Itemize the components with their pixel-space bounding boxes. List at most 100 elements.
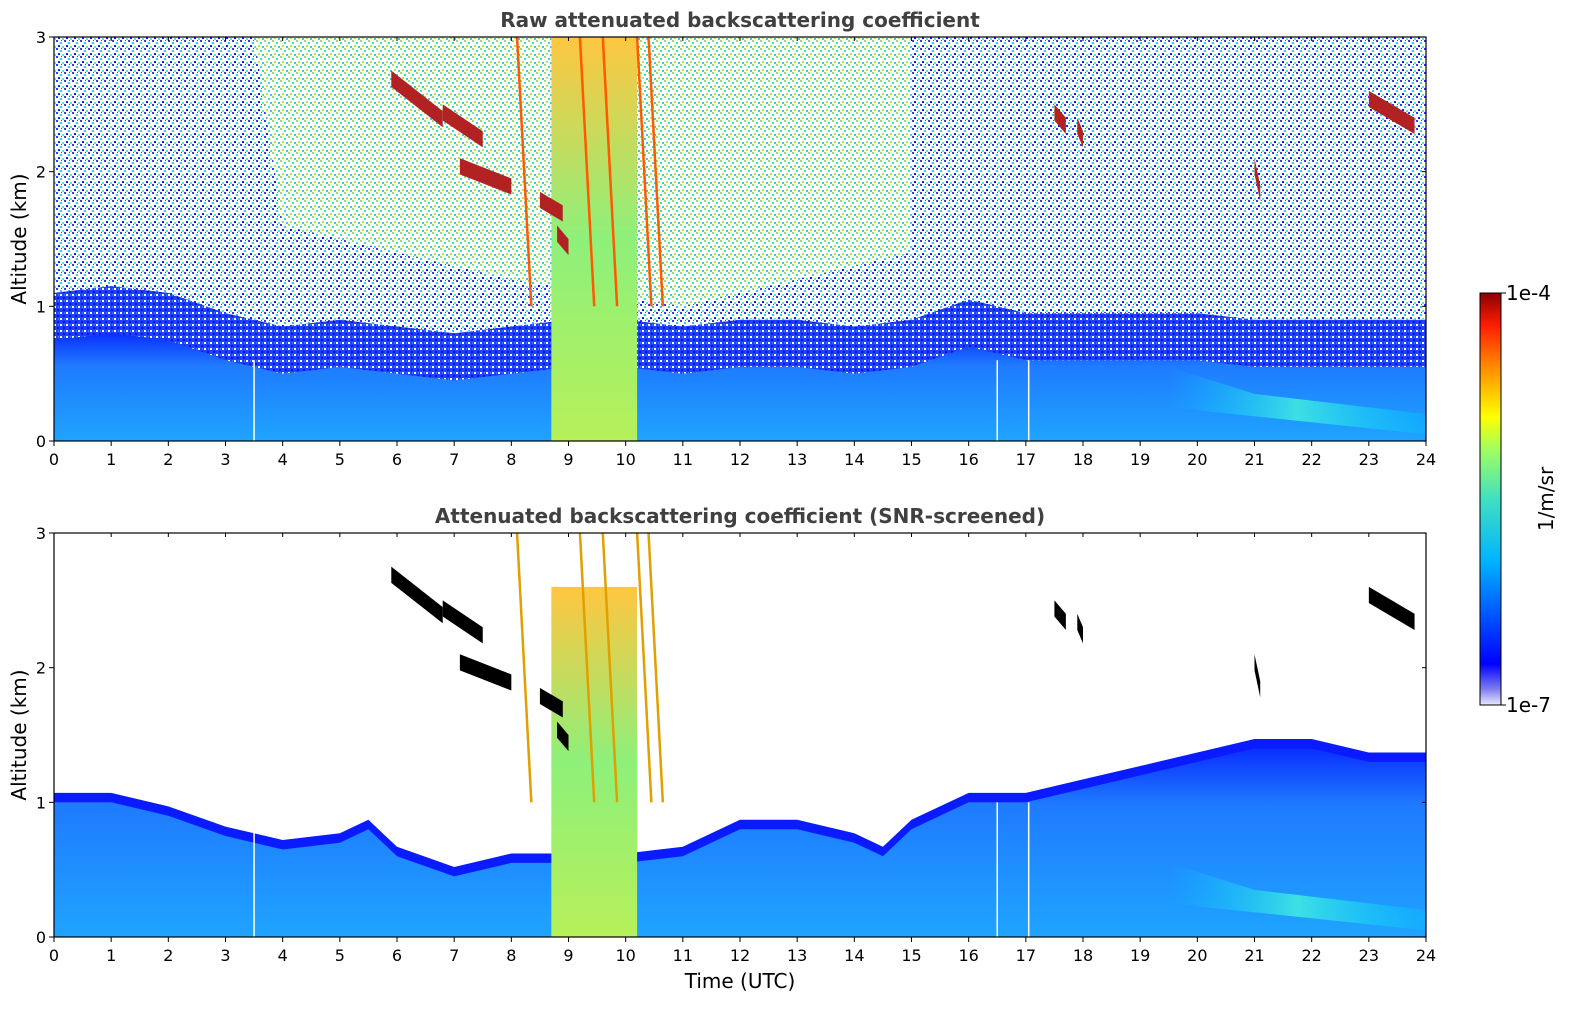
panel-title-screened: Attenuated backscattering coefficient (S… xyxy=(435,504,1045,528)
x-tick-label: 19 xyxy=(1130,450,1150,469)
x-tick-label: 18 xyxy=(1073,450,1093,469)
boundary-layer xyxy=(54,748,1426,937)
cloud-patch xyxy=(391,566,443,624)
x-tick-label: 9 xyxy=(563,946,573,965)
cloud-patch xyxy=(391,70,443,128)
panel-raw: Raw attenuated backscattering coefficien… xyxy=(7,8,1436,469)
x-tick-label: 23 xyxy=(1359,450,1379,469)
x-tick-label: 9 xyxy=(563,450,573,469)
cloud-patch xyxy=(1254,654,1261,698)
x-tick-label: 10 xyxy=(615,450,635,469)
cloud-features xyxy=(391,37,1415,307)
x-tick-label: 0 xyxy=(49,946,59,965)
virga-streak xyxy=(578,37,596,307)
x-tick-label: 20 xyxy=(1187,946,1207,965)
cloud-patch xyxy=(557,721,569,752)
colorbar-unit-label: 1/m/sr xyxy=(1534,466,1558,531)
x-tick-label: 4 xyxy=(278,450,288,469)
x-tick-label: 6 xyxy=(392,946,402,965)
cloud-patch xyxy=(1077,117,1083,148)
virga-streak xyxy=(647,533,665,803)
y-tick-label: 0 xyxy=(36,432,46,451)
x-tick-label: 17 xyxy=(1016,946,1036,965)
cloud-patch xyxy=(1054,104,1066,134)
x-tick-label: 24 xyxy=(1416,946,1436,965)
x-tick-label: 6 xyxy=(392,450,402,469)
x-tick-label: 5 xyxy=(335,450,345,469)
cloud-patch xyxy=(539,687,563,718)
cloud-patch xyxy=(442,104,483,148)
x-tick-label: 23 xyxy=(1359,946,1379,965)
aerosol-plume xyxy=(1168,862,1426,931)
cloud-patch xyxy=(1077,613,1083,644)
virga-streak xyxy=(601,533,619,803)
x-tick-label: 11 xyxy=(673,946,693,965)
x-tick-label: 22 xyxy=(1301,450,1321,469)
x-tick-label: 18 xyxy=(1073,946,1093,965)
y-axis-label: Altitude (km) xyxy=(7,173,31,304)
virga-streak xyxy=(515,533,533,803)
y-tick-label: 3 xyxy=(36,28,46,47)
cloud-patch xyxy=(459,654,512,691)
y-tick-label: 2 xyxy=(36,659,46,678)
y-tick-label: 3 xyxy=(36,524,46,543)
x-tick-label: 15 xyxy=(901,946,921,965)
colorbar-max-label: 1e-4 xyxy=(1506,281,1551,305)
y-axis-label: Altitude (km) xyxy=(7,669,31,800)
x-tick-label: 22 xyxy=(1301,946,1321,965)
y-tick-label: 0 xyxy=(36,928,46,947)
x-axis-ticks: 0 1 2 3 4 5 6 7 8 9 10 11 12 13 14 15 16 17 18 19 20 21 22 23 24 xyxy=(49,37,1436,469)
x-tick-label: 7 xyxy=(449,450,459,469)
x-tick-label: 2 xyxy=(163,450,173,469)
x-tick-label: 5 xyxy=(335,946,345,965)
x-tick-label: 20 xyxy=(1187,450,1207,469)
x-tick-label: 10 xyxy=(615,946,635,965)
cloud-patch xyxy=(1254,158,1261,202)
x-tick-label: 12 xyxy=(730,946,750,965)
heatmap-raw xyxy=(54,37,1426,441)
cloud-patch xyxy=(539,191,563,222)
cloud-patch xyxy=(1368,90,1415,134)
virga-streak xyxy=(635,37,653,307)
x-tick-label: 11 xyxy=(673,450,693,469)
y-tick-label: 1 xyxy=(36,793,46,812)
precipitation-column xyxy=(551,586,638,937)
y-tick-label: 1 xyxy=(36,297,46,316)
cloud-patch xyxy=(1054,600,1066,630)
x-tick-label: 0 xyxy=(49,450,59,469)
y-axis-ticks: 0 1 2 3 xyxy=(36,28,1426,451)
y-tick-label: 2 xyxy=(36,163,46,182)
virga-streak xyxy=(635,533,653,803)
virga-streak xyxy=(578,533,596,803)
boundary-layer xyxy=(54,333,1426,441)
virga-streak xyxy=(647,37,665,307)
x-tick-label: 21 xyxy=(1244,450,1264,469)
x-tick-label: 14 xyxy=(844,450,864,469)
aerosol-plume xyxy=(1168,366,1426,435)
colorbar-min-label: 1e-7 xyxy=(1506,693,1551,717)
colorbar-gradient xyxy=(1479,292,1502,706)
cloud-features xyxy=(391,533,1415,803)
x-tick-label: 3 xyxy=(220,450,230,469)
virga-streak xyxy=(515,37,533,307)
x-tick-label: 16 xyxy=(958,450,978,469)
x-tick-label: 4 xyxy=(278,946,288,965)
x-tick-label: 21 xyxy=(1244,946,1264,965)
x-tick-label: 15 xyxy=(901,450,921,469)
colorbar: 1e-4 1e-7 1/m/sr xyxy=(1479,281,1558,717)
x-tick-label: 19 xyxy=(1130,946,1150,965)
x-tick-label: 12 xyxy=(730,450,750,469)
virga-streak xyxy=(601,37,619,307)
cloud-patch xyxy=(442,600,483,644)
data-gaps xyxy=(253,802,1030,937)
data-gaps xyxy=(253,360,1030,441)
panel-title-raw: Raw attenuated backscattering coefficien… xyxy=(500,8,980,32)
x-tick-label: 7 xyxy=(449,946,459,965)
x-tick-label: 1 xyxy=(106,450,116,469)
panel-screened: Attenuated backscattering coefficient (S… xyxy=(7,504,1436,993)
x-tick-label: 2 xyxy=(163,946,173,965)
x-tick-label: 13 xyxy=(787,946,807,965)
x-tick-label: 8 xyxy=(506,946,516,965)
